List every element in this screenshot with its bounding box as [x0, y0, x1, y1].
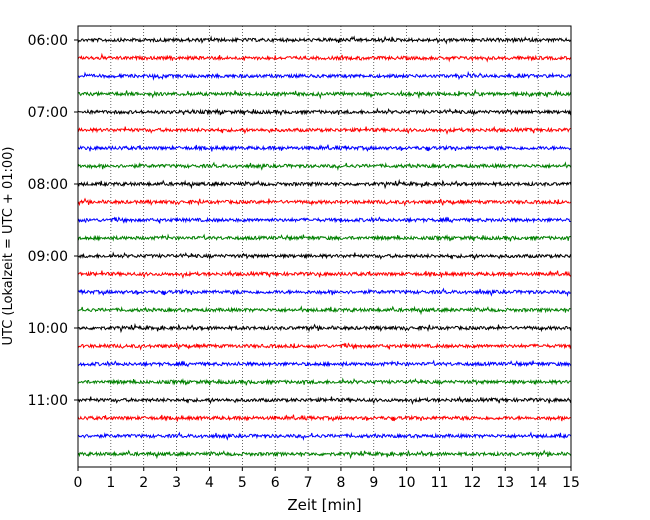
- trace-line: [77, 322, 572, 334]
- trace-line: [77, 377, 572, 387]
- x-tick-label: 11: [431, 475, 449, 491]
- x-tick-label: 10: [398, 475, 416, 491]
- y-tick-label: 07:00: [28, 105, 68, 121]
- trace-line: [77, 342, 572, 351]
- x-tick-label: 1: [106, 475, 115, 491]
- x-tick-label: 5: [238, 475, 247, 491]
- y-axis-ticks: 06:00 07:00 08:00 09:00 10:00 11:00: [28, 33, 78, 409]
- trace-line: [77, 414, 572, 422]
- y-tick-label: 06:00: [28, 33, 68, 49]
- trace-line: [77, 125, 571, 135]
- trace-line: [77, 70, 572, 81]
- x-tick-label: 12: [463, 475, 481, 491]
- x-tick-label: 9: [369, 475, 378, 491]
- x-axis-ticks: 0 1 2 3 4 5 6 7 8 9 10 11 12 13 14 15: [74, 467, 580, 491]
- x-tick-label: 7: [304, 475, 313, 491]
- x-tick-label: 6: [271, 475, 280, 491]
- trace-line: [77, 35, 572, 45]
- trace-line: [77, 233, 572, 242]
- trace-line: [77, 287, 572, 298]
- y-tick-label: 09:00: [28, 249, 68, 265]
- trace-line: [77, 269, 572, 280]
- trace-line: [77, 449, 572, 460]
- trace-line: [77, 52, 572, 63]
- trace-line: [77, 216, 571, 224]
- trace-line: [77, 144, 572, 152]
- x-tick-label: 0: [74, 475, 83, 491]
- y-tick-label: 10:00: [28, 321, 68, 337]
- x-tick-label: 2: [139, 475, 148, 491]
- trace-line: [77, 197, 572, 207]
- y-tick-label: 11:00: [28, 393, 68, 409]
- trace-line: [77, 88, 572, 100]
- x-tick-label: 4: [205, 475, 214, 491]
- x-tick-label: 3: [172, 475, 181, 491]
- trace-line: [77, 178, 572, 190]
- x-tick-label: 8: [336, 475, 345, 491]
- x-axis-label: Zeit [min]: [287, 496, 361, 514]
- trace-line: [77, 251, 572, 261]
- trace-line: [77, 161, 572, 172]
- y-tick-label: 08:00: [28, 177, 68, 193]
- x-tick-label: 15: [562, 475, 580, 491]
- y-axis-label: UTC (Lokalzeit = UTC + 01:00): [1, 147, 16, 346]
- trace-line: [77, 395, 572, 406]
- x-tick-label: 14: [529, 475, 547, 491]
- plot-frame: [77, 25, 572, 468]
- trace-line: [77, 359, 572, 368]
- trace-line: [78, 305, 572, 316]
- x-tick-label: 13: [496, 475, 514, 491]
- trace-line: [77, 431, 572, 442]
- trace-lines: [77, 35, 572, 460]
- trace-line: [77, 107, 572, 117]
